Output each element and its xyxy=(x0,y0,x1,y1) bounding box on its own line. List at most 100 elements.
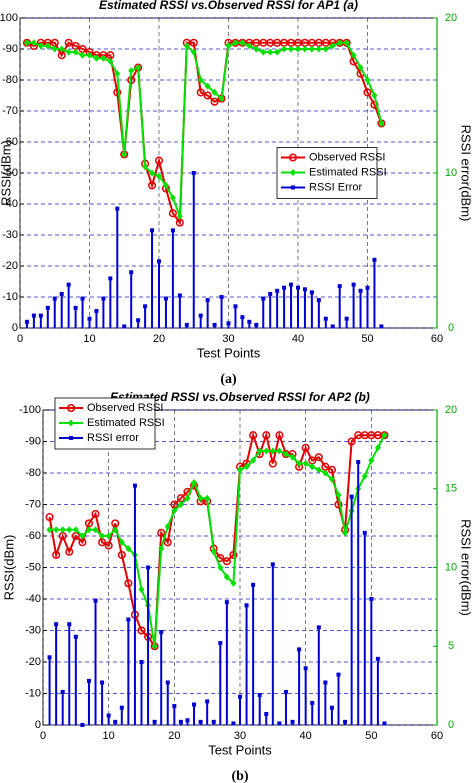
x-tick-label: 20 xyxy=(153,333,165,345)
x-tick-label: 50 xyxy=(361,333,373,345)
y-tick-label: -40 xyxy=(25,593,41,605)
y-tick-label: -10 xyxy=(25,687,41,699)
x-tick-label: 10 xyxy=(103,730,115,742)
point-marker xyxy=(334,500,343,509)
point-marker xyxy=(309,463,316,471)
legend-marker xyxy=(66,403,76,413)
point-marker xyxy=(335,491,342,499)
error-marker xyxy=(54,622,59,627)
point-marker xyxy=(350,51,357,59)
error-marker xyxy=(80,723,85,727)
error-marker xyxy=(343,719,348,724)
error-marker xyxy=(349,494,354,499)
error-marker xyxy=(87,316,92,321)
error-marker xyxy=(159,630,164,635)
error-marker xyxy=(289,282,294,287)
point-marker xyxy=(124,579,133,588)
panel-label: (b) xyxy=(231,769,248,783)
error-marker xyxy=(115,206,120,211)
point-marker xyxy=(246,42,253,50)
error-marker xyxy=(316,298,321,303)
error-marker xyxy=(375,656,380,661)
point-marker xyxy=(268,459,277,468)
error-marker xyxy=(323,680,328,685)
point-marker xyxy=(91,509,100,519)
point-marker xyxy=(65,48,72,56)
point-marker xyxy=(296,460,303,468)
error-marker xyxy=(251,582,256,587)
point-marker xyxy=(269,447,276,455)
error-marker xyxy=(211,719,216,724)
error-marker xyxy=(38,313,43,318)
y-tick-label: -30 xyxy=(2,229,18,241)
error-marker xyxy=(108,276,113,281)
point-marker xyxy=(301,443,310,452)
error-marker xyxy=(198,313,203,318)
legend-marker xyxy=(69,436,73,440)
point-marker xyxy=(190,48,197,56)
point-marker xyxy=(381,431,388,439)
point-marker xyxy=(249,431,258,440)
point-marker xyxy=(44,42,51,50)
error-marker xyxy=(52,296,57,301)
point-marker xyxy=(327,465,336,474)
error-marker xyxy=(93,598,98,603)
legend-label: RSSI Error xyxy=(309,181,363,193)
point-marker xyxy=(281,45,288,53)
point-marker xyxy=(328,475,335,483)
point-marker xyxy=(204,82,211,90)
error-marker xyxy=(356,459,361,464)
point-marker xyxy=(92,526,99,534)
point-marker xyxy=(53,526,60,534)
point-marker xyxy=(66,526,73,534)
error-marker xyxy=(86,678,91,683)
point-marker xyxy=(288,45,295,53)
point-marker xyxy=(374,444,381,452)
point-marker xyxy=(203,91,212,100)
error-marker xyxy=(351,282,356,287)
point-marker xyxy=(364,76,371,84)
point-marker xyxy=(169,194,176,202)
point-marker xyxy=(100,54,107,62)
point-marker xyxy=(142,163,149,171)
y-tick-label: -60 xyxy=(2,136,18,148)
error-marker xyxy=(184,322,189,327)
error-marker xyxy=(45,305,50,310)
point-marker xyxy=(211,88,218,96)
point-marker xyxy=(275,431,284,440)
point-marker xyxy=(162,181,169,189)
point-marker xyxy=(250,456,257,464)
point-marker xyxy=(72,48,79,56)
legend-label: Estimated RSSI xyxy=(309,166,387,178)
point-marker xyxy=(163,538,172,547)
error-marker xyxy=(47,655,52,660)
y2-axis-label: RSSI error(dBm) xyxy=(459,519,474,616)
point-marker xyxy=(176,212,183,220)
point-marker xyxy=(151,642,158,650)
point-marker xyxy=(357,64,364,72)
point-marker xyxy=(315,466,322,474)
error-marker xyxy=(150,228,155,233)
y-tick-label: -100 xyxy=(19,404,41,416)
point-marker xyxy=(361,472,368,480)
point-marker xyxy=(189,38,198,47)
error-marker xyxy=(358,288,363,293)
error-marker xyxy=(106,713,111,718)
point-marker xyxy=(30,39,37,47)
point-marker xyxy=(230,579,237,587)
error-marker xyxy=(185,718,190,723)
point-marker xyxy=(118,538,125,546)
y-axis-label: RSSI(dBm) xyxy=(0,140,13,206)
error-marker xyxy=(297,647,302,652)
point-marker xyxy=(149,169,156,177)
point-marker xyxy=(168,209,177,218)
y2-tick-label: 5 xyxy=(448,640,454,652)
point-marker xyxy=(51,45,58,53)
point-marker xyxy=(371,92,378,99)
legend-label: Estimated RSSI xyxy=(87,417,165,429)
point-marker xyxy=(329,42,336,50)
point-marker xyxy=(45,513,54,522)
error-marker xyxy=(231,721,236,726)
error-marker xyxy=(369,597,374,601)
